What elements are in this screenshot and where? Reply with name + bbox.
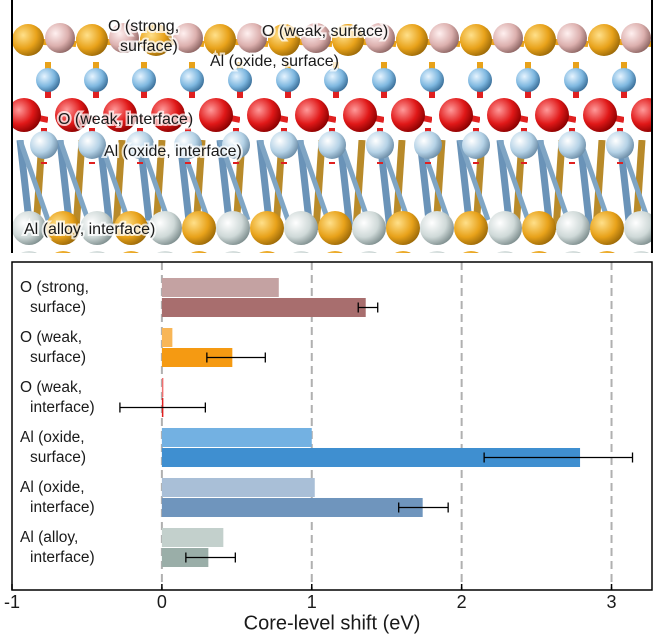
x-tick-label: 1 [307, 592, 317, 612]
bar [162, 428, 312, 447]
y-tick-label: Al (alloy, [20, 529, 78, 546]
y-tick-label: O (strong, [20, 279, 89, 296]
bar [162, 278, 279, 297]
bar [162, 328, 172, 347]
page: {"structure": {"labels": [["O (strong,",… [0, 0, 658, 640]
figure: O (strong, surface) O (weak, surface) Al… [0, 0, 658, 640]
y-tick-label: O (weak, [20, 379, 82, 396]
x-tick-label: 3 [607, 592, 617, 612]
chart: Core-level shift (eV) -1 0 1 2 3 O (strong, su… [4, 262, 652, 634]
y-tick-label: Al (oxide, [20, 479, 85, 496]
bar [162, 528, 223, 547]
y-tick-label: interface) [30, 549, 95, 566]
bar [162, 478, 315, 497]
structure-label: Al (oxide, interface) [104, 143, 242, 160]
bar [162, 498, 423, 517]
structure-label: surface) [120, 38, 178, 55]
y-tick-label: surface) [30, 349, 86, 366]
x-tick-label: -1 [4, 592, 20, 612]
y-tick-label: O (weak, [20, 329, 82, 346]
structure-label: O (strong, [108, 18, 179, 35]
structure-label: Al (oxide, surface) [210, 53, 339, 70]
bar [162, 298, 366, 317]
structure-label: O (weak, surface) [262, 23, 388, 40]
structure-label: Al (alloy, interface) [24, 221, 155, 238]
x-tick-label: 0 [157, 592, 167, 612]
y-tick-label: interface) [30, 399, 95, 416]
atomic-structure: O (strong, surface) O (weak, surface) Al… [12, 0, 652, 253]
y-tick-label: interface) [30, 499, 95, 516]
structure-label: O (weak, interface) [58, 111, 193, 128]
y-tick-label: Al (oxide, [20, 429, 85, 446]
x-tick-label: 2 [457, 592, 467, 612]
y-tick-label: surface) [30, 449, 86, 466]
bar [162, 378, 164, 397]
x-axis-label: Core-level shift (eV) [244, 612, 421, 634]
y-tick-label: surface) [30, 299, 86, 316]
